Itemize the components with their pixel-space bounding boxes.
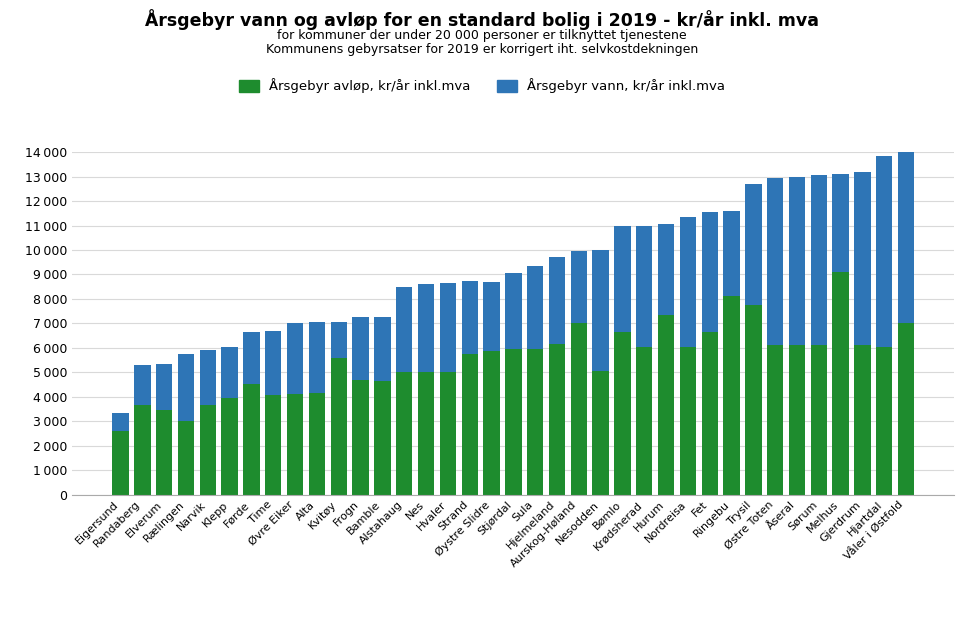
Bar — [897, 323, 914, 495]
Bar — [200, 350, 216, 405]
Bar — [177, 354, 194, 421]
Bar — [854, 346, 870, 495]
Bar — [593, 371, 609, 495]
Bar — [265, 331, 281, 396]
Bar — [440, 372, 456, 495]
Bar — [374, 317, 390, 381]
Bar — [811, 176, 827, 346]
Bar — [265, 396, 281, 495]
Bar — [331, 322, 347, 358]
Bar — [876, 347, 893, 495]
Bar — [636, 347, 653, 495]
Bar — [134, 365, 150, 405]
Bar — [177, 421, 194, 495]
Bar — [287, 394, 304, 495]
Bar — [374, 381, 390, 495]
Bar — [723, 211, 739, 297]
Bar — [222, 398, 238, 495]
Bar — [745, 305, 762, 495]
Bar — [854, 172, 870, 346]
Bar — [767, 178, 784, 346]
Bar — [527, 266, 544, 349]
Bar — [222, 347, 238, 398]
Bar — [396, 287, 413, 372]
Bar — [505, 273, 522, 349]
Bar — [593, 250, 609, 371]
Bar — [680, 217, 696, 347]
Bar — [789, 346, 805, 495]
Bar — [243, 332, 259, 384]
Bar — [462, 280, 478, 354]
Bar — [897, 152, 914, 323]
Bar — [505, 349, 522, 495]
Bar — [156, 410, 173, 495]
Bar — [745, 184, 762, 305]
Bar — [417, 284, 434, 372]
Bar — [483, 351, 499, 495]
Text: Årsgebyr vann og avløp for en standard bolig i 2019 - kr/år inkl. mva: Årsgebyr vann og avløp for en standard b… — [145, 10, 819, 30]
Bar — [811, 346, 827, 495]
Text: for kommuner der under 20 000 personer er tilknyttet tjenestene: for kommuner der under 20 000 personer e… — [278, 29, 686, 42]
Bar — [657, 315, 674, 495]
Bar — [614, 226, 630, 332]
Bar — [353, 317, 369, 380]
Bar — [702, 212, 718, 332]
Bar — [113, 413, 129, 431]
Bar — [156, 364, 173, 410]
Bar — [396, 372, 413, 495]
Bar — [657, 224, 674, 315]
Bar — [353, 380, 369, 495]
Bar — [113, 431, 129, 495]
Bar — [549, 344, 565, 495]
Bar — [680, 347, 696, 495]
Bar — [876, 156, 893, 347]
Bar — [789, 177, 805, 346]
Bar — [331, 358, 347, 495]
Bar — [243, 384, 259, 495]
Bar — [833, 174, 849, 272]
Bar — [417, 372, 434, 495]
Legend: Årsgebyr avløp, kr/år inkl.mva, Årsgebyr vann, kr/år inkl.mva: Årsgebyr avløp, kr/år inkl.mva, Årsgebyr… — [233, 73, 731, 99]
Bar — [571, 251, 587, 323]
Bar — [462, 354, 478, 495]
Bar — [440, 283, 456, 372]
Bar — [833, 272, 849, 495]
Text: Kommunens gebyrsatser for 2019 er korrigert iht. selvkostdekningen: Kommunens gebyrsatser for 2019 er korrig… — [266, 43, 698, 56]
Bar — [134, 405, 150, 495]
Bar — [308, 322, 325, 393]
Bar — [767, 346, 784, 495]
Bar — [614, 332, 630, 495]
Bar — [549, 257, 565, 344]
Bar — [308, 393, 325, 495]
Bar — [636, 226, 653, 347]
Bar — [723, 297, 739, 495]
Bar — [483, 281, 499, 351]
Bar — [702, 332, 718, 495]
Bar — [287, 323, 304, 394]
Bar — [571, 323, 587, 495]
Bar — [200, 405, 216, 495]
Bar — [527, 349, 544, 495]
